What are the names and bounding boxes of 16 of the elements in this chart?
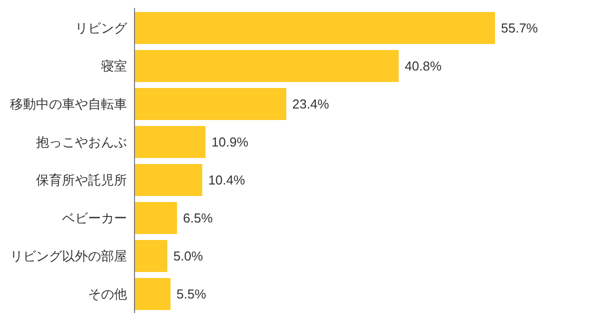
y-tick-label: 移動中の車や自転車 (10, 96, 127, 112)
y-tick-label: 寝室 (101, 58, 127, 74)
y-tick-label: 保育所や託児所 (36, 172, 127, 188)
data-label: 40.8% (404, 58, 442, 74)
y-tick-label: その他 (88, 286, 127, 302)
data-label: 5.5% (176, 286, 207, 302)
y-tick-label: リビング (75, 20, 128, 36)
data-label: 55.7% (501, 20, 538, 36)
data-label: 23.4% (292, 96, 330, 112)
data-label: 5.0% (173, 248, 204, 264)
data-label: 10.9% (211, 134, 249, 150)
y-tick-label: リビング以外の部屋 (10, 248, 127, 264)
data-label: 6.5% (183, 210, 214, 226)
y-tick-label: ベビーカー (62, 210, 127, 226)
data-label: 10.4% (208, 172, 246, 188)
y-tick-label: 抱っこやおんぶ (36, 134, 127, 150)
